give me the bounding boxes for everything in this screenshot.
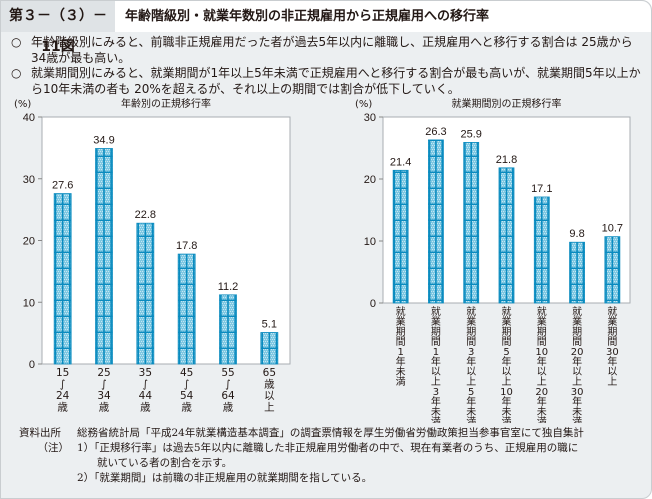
y-tick-label: 10 <box>364 236 376 248</box>
x-tick-label: 25 ∫ 34 歳 <box>97 367 111 414</box>
bar-value-label: 9.8 <box>569 228 584 240</box>
bar-value-label: 34.9 <box>93 134 114 146</box>
bar <box>177 253 196 365</box>
y-tick-label: 20 <box>364 174 376 186</box>
bar <box>392 169 409 304</box>
bar-value-label: 11.2 <box>218 281 239 293</box>
bar <box>219 294 237 365</box>
x-tick-label: 就業期間 5 年以上 10 年未満 <box>500 305 513 423</box>
chart-svg: (%) 年齢別の正規移行率 0 10 20 30 40 27.6 15 ∫ 24 歳 34.9 25 ∫ 34… <box>14 97 291 414</box>
x-tick-label: 就業期間 1 年未満 <box>396 305 406 388</box>
note-item: 1）「正規移行率」は過去5年以内に離職した非正規雇用労働者の中で、現在有業者のう… <box>77 442 579 454</box>
bar-value-label: 25.9 <box>461 128 482 140</box>
x-tick-label: 就業期間 20 年以上 30 年未満 <box>571 305 584 423</box>
x-tick-label: 65 歳以上 <box>263 367 276 414</box>
y-tick-label: 40 <box>23 112 35 124</box>
notes-label: （注） <box>37 442 70 454</box>
x-tick-label: 15 ∫ 24 歳 <box>56 367 70 414</box>
bar-value-label: 21.8 <box>496 154 517 166</box>
bar-value-label: 5.1 <box>262 319 277 331</box>
summary-item: ○ 就業期間別にみると、就業期間が1年以上5年未満で正規雇用へと移行する割合が最も… <box>11 66 643 97</box>
bar-value-label: 22.8 <box>135 209 156 221</box>
source-text: 総務省統計局「平成24年就業構造基本調査」の調査票情報を厚生労働省労働政策担当参… <box>77 427 584 439</box>
summary-text: 就業期間別にみると、就業期間が1年以上5年未満で正規雇用へと移行する割合が最も高… <box>31 66 641 96</box>
bar-value-label: 10.7 <box>602 223 623 235</box>
y-tick-label: 10 <box>23 297 35 309</box>
bar-value-label: 27.6 <box>52 180 73 192</box>
chart-title: 年齢別の正規移行率 <box>121 97 211 110</box>
source-notes: 資料出所 総務省統計局「平成24年就業構造基本調査」の調査票情報を厚生労働省労働… <box>19 426 639 486</box>
y-axis-unit: (%) <box>355 99 372 110</box>
plot-area <box>41 116 291 365</box>
circle-bullet-icon: ○ <box>11 35 22 49</box>
figure-title: 年齢階級別・就業年数別の非正規雇用から正規雇用への移行率 <box>115 1 651 32</box>
figure-header: 第３－（３）－11図 年齢階級別・就業年数別の非正規雇用から正規雇用への移行率 <box>1 1 651 55</box>
y-tick-label: 0 <box>370 298 376 310</box>
bar <box>260 332 279 365</box>
bar-value-label: 17.1 <box>531 183 552 195</box>
x-tick-label: 就業期間 30 年以上 <box>606 305 619 388</box>
x-tick-label: 55 ∫ 64 歳 <box>221 367 235 414</box>
bar <box>463 142 480 304</box>
x-tick-label: 就業期間 1 年以上 3 年未満 <box>431 305 441 423</box>
chart-svg: (%) 就業期間別の正規移行率 0 10 20 30 21.4 就業期間 1 年未満 26.3 就業期… <box>355 97 631 423</box>
bar <box>498 167 515 304</box>
x-tick-label: 35 ∫ 44 歳 <box>139 367 153 414</box>
age-chart: (%) 年齢別の正規移行率 0 10 20 30 40 27.6 15 ∫ 24 歳 34.9 25 ∫ 34… <box>1 93 326 423</box>
y-tick-label: 30 <box>364 112 376 124</box>
x-tick-label: 45 ∫ 54 歳 <box>180 367 194 414</box>
bar-value-label: 26.3 <box>425 126 446 138</box>
summary-item: ○ 年齢階級別にみると、前職非正規雇用だった者が過去5年以内に離職し、正規雇用へと… <box>11 35 643 66</box>
x-tick-label: 就業期間 3 年以上 5 年未満 <box>466 305 476 423</box>
y-axis-unit: (%) <box>14 99 31 110</box>
figure-number: 第３－（３）－11図 <box>1 1 115 55</box>
circle-bullet-icon: ○ <box>11 66 22 80</box>
bar <box>569 241 585 304</box>
bar-value-label: 17.8 <box>176 240 197 252</box>
x-tick-label: 就業期間 10 年以上 20 年未満 <box>535 305 548 423</box>
y-tick-label: 0 <box>29 359 35 371</box>
bar <box>95 148 113 365</box>
bar <box>53 193 72 365</box>
bar <box>604 236 621 304</box>
bar <box>533 196 550 304</box>
bar <box>428 139 444 304</box>
tenure-chart: (%) 就業期間別の正規移行率 0 10 20 30 21.4 就業期間 1 年未満 26.3 就業期… <box>326 93 651 423</box>
y-tick-label: 30 <box>23 174 35 186</box>
note-item: 2）「就業期間」は前職の非正規雇用の就業期間を指している。 <box>77 472 373 484</box>
bar-value-label: 21.4 <box>390 156 411 168</box>
bar <box>136 222 155 365</box>
y-tick-label: 20 <box>23 236 35 248</box>
chart-title: 就業期間別の正規移行率 <box>452 97 562 110</box>
source-label: 資料出所 <box>19 427 61 439</box>
summary: ○ 年齢階級別にみると、前職非正規雇用だった者が過去5年以内に離職し、正規雇用へと… <box>11 35 643 97</box>
summary-text: 年齢階級別にみると、前職非正規雇用だった者が過去5年以内に離職し、正規雇用へと移… <box>31 35 633 65</box>
note-item: 就いている者の割合を示す。 <box>97 457 233 469</box>
